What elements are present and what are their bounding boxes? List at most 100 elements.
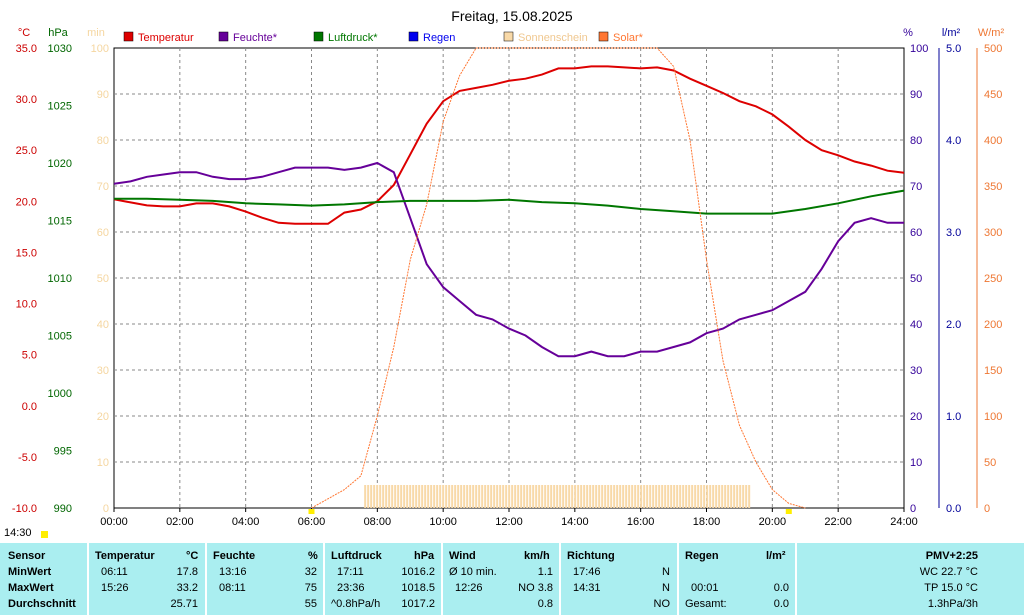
x-tick-label: 22:00 (824, 516, 852, 528)
sunshine-bar (643, 485, 646, 508)
rain-tick-label: 1.0 (946, 411, 961, 423)
sunshine-bar (574, 485, 577, 508)
sunshine-bar (430, 485, 433, 508)
sunshine-bar (571, 485, 574, 508)
axes: 35.0 30.0 25.0 20.0 15.0 10.0 5.0 0.0 -5.0 -10.0 °… (12, 27, 1005, 528)
series-feuchte-line (113, 161, 904, 358)
sunshine-bar (712, 485, 715, 508)
humidity-tick-label: 80 (910, 135, 922, 147)
sunshine-bar (514, 485, 517, 508)
sunshine-bar (595, 485, 598, 508)
wind-value: 0.8 (537, 598, 553, 610)
sunshine-bar (484, 485, 487, 508)
solar-tick-label: 400 (984, 135, 1002, 147)
rain-tick-label: 2.0 (946, 319, 961, 331)
pressure-unit-label: hPa (48, 27, 68, 39)
series-luftdruck-line (114, 189, 905, 215)
sunshine-bar (727, 485, 730, 508)
sunshine-bar (673, 485, 676, 508)
x-tick-label: 12:00 (495, 516, 523, 528)
x-tick-label: 08:00 (364, 516, 392, 528)
sunshine-bar (448, 485, 451, 508)
stats-table: Sensor Temperatur °C Feuchte % Luftdruck… (0, 543, 1024, 615)
sunshine-bar (391, 485, 394, 508)
solar-tick-label: 500 (984, 43, 1002, 55)
temperature-tick-label: 10.0 (16, 299, 37, 311)
wind-label: Ø 10 min. (449, 566, 497, 578)
solar-tick-label: 100 (984, 411, 1002, 423)
sunshine-bar (583, 485, 586, 508)
sunshine-bar (505, 485, 508, 508)
pressure-tick-label: 995 (54, 446, 72, 458)
sunshine-bar (706, 485, 709, 508)
sunshine-bar (559, 485, 562, 508)
sunshine-bar (382, 485, 385, 508)
sunshine-bar (421, 485, 424, 508)
sunshine-bar (481, 485, 484, 508)
temperature-tick-label: -5.0 (18, 452, 37, 464)
temperature-tick-label: 35.0 (16, 43, 37, 55)
sunshine-bar (577, 485, 580, 508)
pressure-tick-label: 1000 (48, 388, 72, 400)
series-temperatur-line (113, 65, 905, 225)
sunshine-bar (670, 485, 673, 508)
pressure-tick-label: 1030 (48, 43, 72, 55)
sunshine-bar (520, 485, 523, 508)
rain-unit-label: l/m² (942, 27, 961, 39)
pressure-tick-label: 1005 (48, 331, 72, 343)
sunshine-bar (586, 485, 589, 508)
humidity-time: 08:11 (219, 582, 246, 594)
sunshine-bar (502, 485, 505, 508)
temperature-tick-label: 0.0 (22, 401, 37, 413)
humidity-tick-label: 20 (910, 411, 922, 423)
sunshine-tick-label: 30 (97, 365, 109, 377)
legend-label: Temperatur (138, 32, 194, 44)
chart-title: Freitag, 15.08.2025 (451, 8, 573, 24)
legend-swatch (408, 31, 419, 42)
sunshine-bar (658, 485, 661, 508)
wind-value: 1.1 (537, 566, 553, 578)
sunshine-tick-label: 90 (97, 89, 109, 101)
x-tick-label: 20:00 (759, 516, 787, 528)
grid (114, 48, 904, 508)
series-lines (113, 47, 905, 509)
sunshine-bar (532, 485, 535, 508)
header-temp-unit: °C (186, 550, 199, 562)
direction-time: 17:46 (573, 566, 601, 578)
sunshine-bar (529, 485, 532, 508)
sunshine-bar (478, 485, 481, 508)
sunshine-bar (454, 485, 457, 508)
sunshine-bar (427, 485, 430, 508)
sunshine-bar (724, 485, 727, 508)
temp-time: 06:11 (101, 566, 128, 578)
sunshine-bar (721, 485, 724, 508)
sunshine-bar (517, 485, 520, 508)
sunshine-bar (634, 485, 637, 508)
series-solar-line (311, 47, 806, 509)
sunshine-bar (739, 485, 742, 508)
sunshine-bar (397, 485, 400, 508)
solar-tick-label: 200 (984, 319, 1002, 331)
humidity-time: 13:16 (219, 566, 247, 578)
temperature-tick-label: -10.0 (12, 503, 37, 515)
pressure-value: 1017.2 (401, 598, 435, 610)
sunshine-bar (661, 485, 664, 508)
sunshine-tick-label: 10 (97, 457, 109, 469)
sunshine-bar (445, 485, 448, 508)
sunshine-bar (415, 485, 418, 508)
temperature-unit-label: °C (18, 27, 30, 39)
temperature-tick-label: 15.0 (16, 247, 37, 259)
sunshine-bar (655, 485, 658, 508)
sunshine-bar (544, 485, 547, 508)
header-richtung: Richtung (567, 550, 615, 562)
header-luftdruck-unit: hPa (414, 550, 435, 562)
rain-tick-label: 4.0 (946, 135, 961, 147)
pressure-tick-label: 1015 (48, 216, 72, 228)
sunshine-bar (541, 485, 544, 508)
header-pmv: PMV+2:25 (925, 550, 978, 562)
row-label: Durchschnitt (8, 598, 76, 610)
header-sensor: Sensor (8, 550, 46, 562)
sunshine-bar (403, 485, 406, 508)
sunshine-bar (646, 485, 649, 508)
header-regen-unit: l/m² (766, 550, 786, 562)
